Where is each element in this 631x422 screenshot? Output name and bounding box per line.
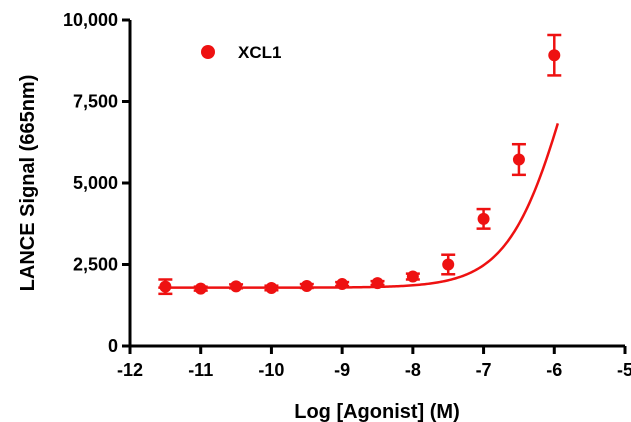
data-point (476, 207, 491, 230)
data-point (158, 278, 173, 296)
x-tick-label: -5 (617, 360, 631, 380)
axes: -12 -11 -10 -9 -8 -7 -6 -5 0 2,500 5,000 7,500 10,0… (63, 10, 631, 380)
point-marker (194, 282, 207, 295)
legend: XCL1 (201, 43, 281, 62)
point-marker (371, 277, 384, 290)
legend-label: XCL1 (238, 43, 281, 62)
point-marker (300, 280, 313, 293)
data-point (299, 280, 314, 293)
point-marker (336, 278, 349, 291)
point-marker (406, 270, 419, 283)
plot-area (158, 33, 562, 296)
y-axis-title: LANCE Signal (665nm) (17, 75, 39, 292)
y-tick-label: 7,500 (73, 92, 118, 112)
point-marker (265, 281, 278, 294)
data-point (547, 33, 562, 77)
x-tick-label: -6 (546, 360, 562, 380)
point-marker (548, 49, 561, 62)
data-point (511, 142, 526, 177)
point-marker (442, 258, 455, 271)
x-ticks: -12 -11 -10 -9 -8 -7 -6 -5 (117, 346, 631, 380)
x-tick-label: -12 (117, 360, 143, 380)
data-point (370, 277, 385, 290)
point-marker (159, 280, 172, 293)
x-tick-label: -10 (258, 360, 284, 380)
x-axis-title: Log [Agonist] (M) (294, 401, 460, 422)
y-tick-label: 10,000 (63, 10, 118, 30)
x-tick-label: -8 (405, 360, 421, 380)
y-tick-label: 0 (108, 336, 118, 356)
point-marker (230, 280, 243, 293)
point-marker (477, 212, 490, 225)
x-tick-label: -9 (334, 360, 350, 380)
data-point (229, 280, 244, 293)
data-point (441, 253, 456, 276)
data-point (264, 281, 279, 294)
y-tick-label: 2,500 (73, 255, 118, 275)
x-tick-label: -7 (476, 360, 492, 380)
data-point (193, 282, 208, 295)
data-point (335, 278, 350, 291)
y-tick-label: 5,000 (73, 173, 118, 193)
data-point (405, 270, 420, 283)
y-ticks: 0 2,500 5,000 7,500 10,000 (63, 10, 130, 356)
x-tick-label: -11 (188, 360, 213, 380)
fit-curve (158, 123, 560, 289)
point-marker (512, 153, 525, 166)
legend-marker (201, 45, 215, 59)
